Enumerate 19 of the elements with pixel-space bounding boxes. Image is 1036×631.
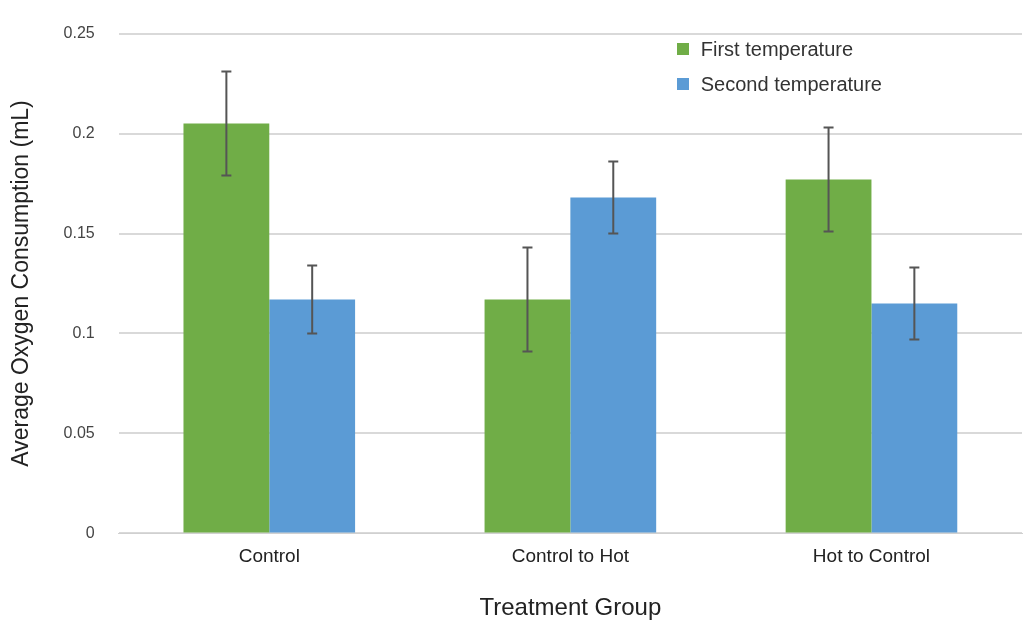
x-axis-title: Treatment Group — [479, 593, 662, 621]
legend-label: First temperature — [700, 37, 854, 61]
y-tick-label: 0.1 — [72, 323, 95, 341]
bar — [183, 123, 270, 533]
bar — [570, 197, 657, 533]
legend-label: Second temperature — [700, 72, 882, 96]
bar — [269, 299, 356, 533]
y-tick-label: 0.25 — [63, 24, 95, 42]
x-tick-label: Hot to Control — [812, 545, 931, 567]
x-tick-label: Control — [238, 545, 300, 567]
bar — [871, 303, 958, 533]
y-tick-label: 0.2 — [72, 123, 95, 141]
bar — [785, 179, 872, 533]
x-tick-label: Control to Hot — [511, 545, 630, 567]
bar — [484, 299, 571, 533]
y-axis-title: Average Oxygen Consumption (mL) — [7, 100, 34, 467]
y-tick-label: 0.05 — [63, 423, 95, 441]
y-tick-label: 0 — [85, 523, 95, 541]
y-tick-label: 0.15 — [63, 223, 95, 241]
